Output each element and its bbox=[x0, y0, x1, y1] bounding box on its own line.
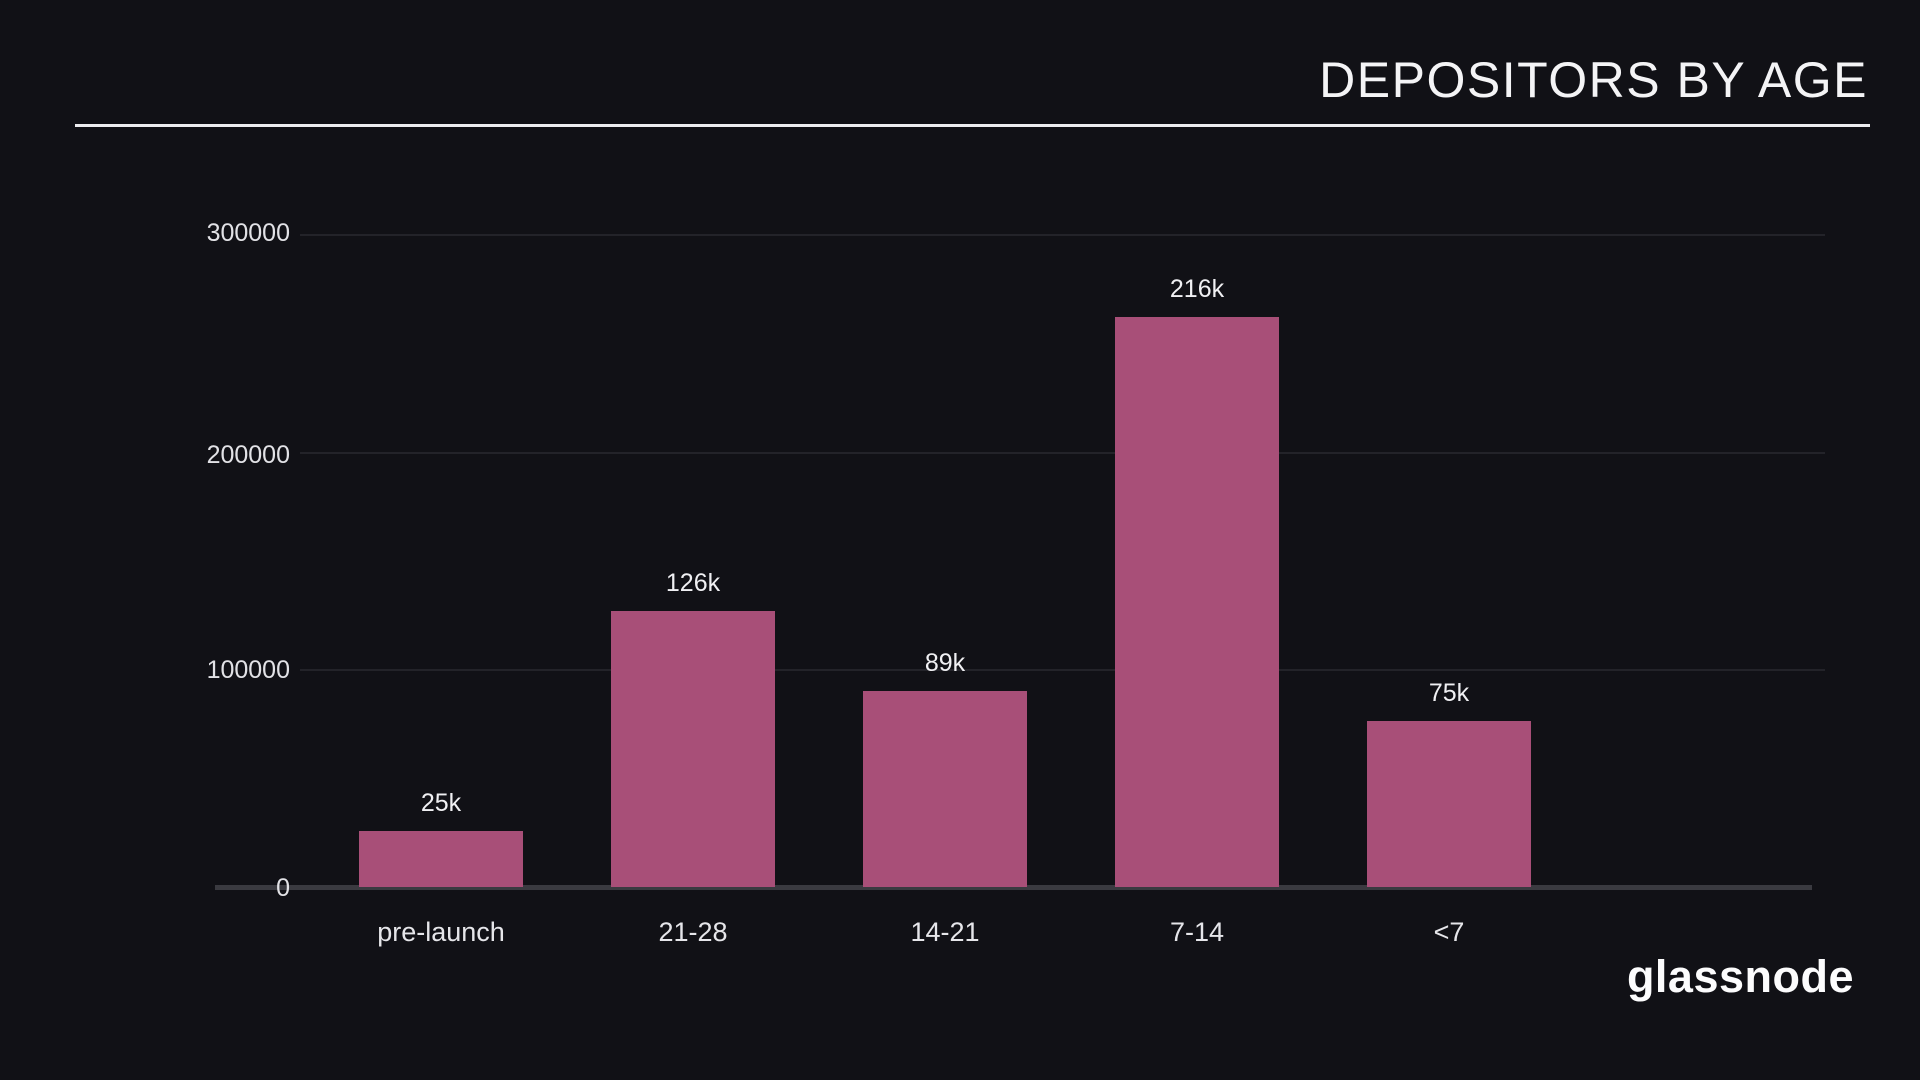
plot-area: 25k 126k 89k 216k 75k bbox=[315, 235, 1575, 887]
bar-group-14-21: 89k bbox=[819, 235, 1071, 887]
y-tick-label: 0 bbox=[276, 874, 290, 902]
bar-value-label: 89k bbox=[924, 649, 966, 677]
x-tick-label: 7-14 bbox=[1169, 917, 1225, 947]
glassnode-logo: glassnode bbox=[1626, 951, 1854, 1002]
bar-14-21 bbox=[863, 691, 1027, 887]
bar-group-21-28: 126k bbox=[567, 235, 819, 887]
bar-21-28 bbox=[611, 611, 775, 887]
x-axis-labels: pre-launch 21-28 14-21 7-14 <7 bbox=[315, 915, 1575, 949]
bar-value-label: 126k bbox=[665, 569, 721, 597]
x-axis-line bbox=[215, 885, 1812, 890]
bar-group-7-14: 216k bbox=[1071, 235, 1323, 887]
gridline-100000 bbox=[300, 669, 1825, 671]
y-tick-label: 300000 bbox=[206, 219, 290, 247]
bar-pre-launch bbox=[359, 831, 523, 887]
bar-value-label: 25k bbox=[420, 789, 462, 817]
x-tick-label: 14-21 bbox=[910, 917, 980, 947]
y-tick-label: 100000 bbox=[206, 656, 290, 684]
x-tick-label: pre-launch bbox=[377, 917, 505, 947]
bar-value-label: 75k bbox=[1428, 679, 1470, 707]
x-tick-label: 21-28 bbox=[658, 917, 728, 947]
bar-value-label: 216k bbox=[1169, 275, 1225, 303]
title-divider bbox=[75, 124, 1870, 127]
gridline-300000 bbox=[300, 234, 1825, 236]
bar-7-14 bbox=[1115, 317, 1279, 887]
gridline-200000 bbox=[300, 452, 1825, 454]
bar-group-lt7: 75k bbox=[1323, 235, 1575, 887]
bar-group-pre-launch: 25k bbox=[315, 235, 567, 887]
page-title: DEPOSITORS BY AGE bbox=[1319, 52, 1868, 108]
x-tick-label: <7 bbox=[1433, 917, 1465, 947]
bar-lt7 bbox=[1367, 721, 1531, 887]
y-tick-label: 200000 bbox=[206, 441, 290, 469]
